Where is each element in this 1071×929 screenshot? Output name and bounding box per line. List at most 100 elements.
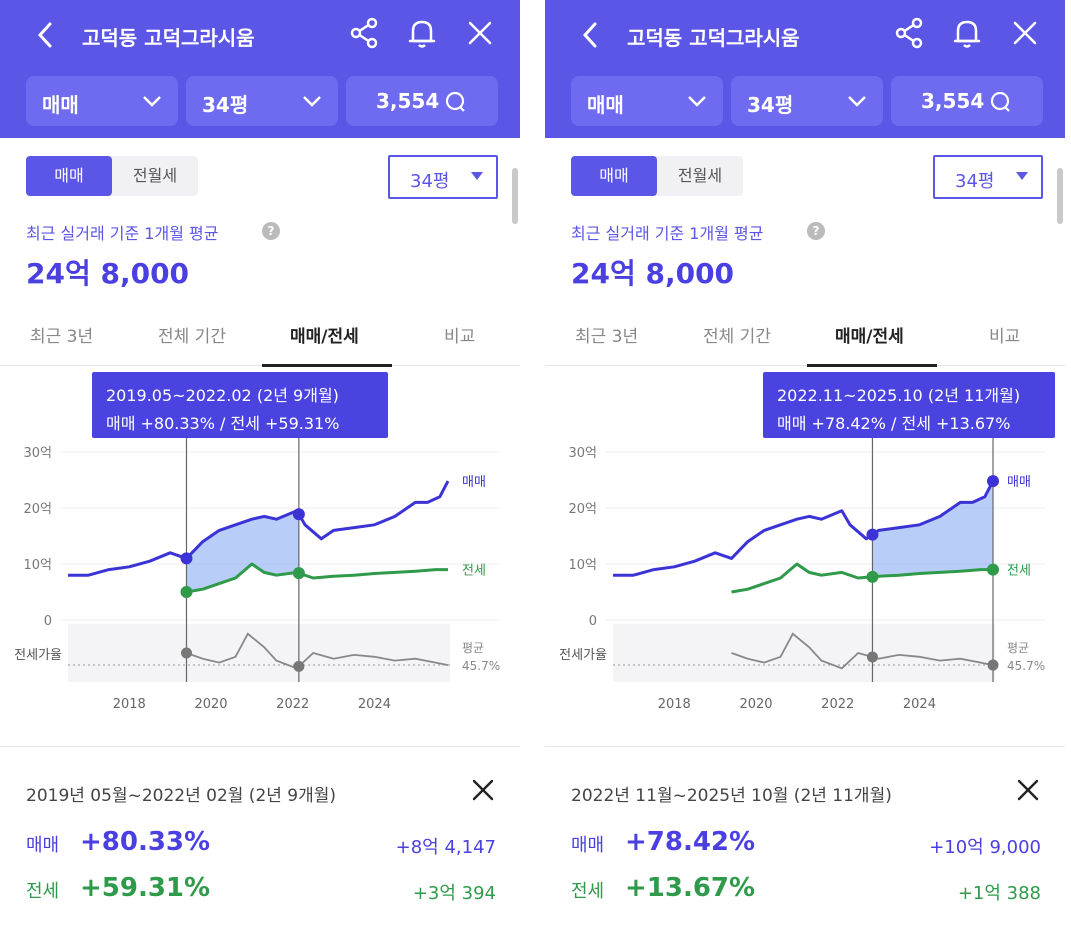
tab-recent-3y[interactable]: 최근 3년	[30, 327, 94, 347]
panel-left: 고덕동 고덕그라시움 매매 34평 3,554 매매 전월세 34평 최근 실거…	[0, 0, 520, 929]
back-icon[interactable]	[30, 18, 60, 52]
sale-change-pct: +78.42%	[625, 827, 756, 857]
chevron-down-icon	[848, 96, 866, 107]
summary-sheet: 2022년 11월~2025년 10월 (2년 11개월) 매매 +78.42%…	[545, 746, 1065, 929]
sale-change-pct: +80.33%	[80, 827, 211, 857]
y-tick-label: 30억	[23, 446, 52, 461]
tab-compare[interactable]: 비교	[444, 327, 476, 347]
header: 고덕동 고덕그라시움 매매 34평 3,554	[545, 0, 1065, 138]
sale-point	[180, 552, 193, 565]
chevron-down-icon	[688, 96, 706, 107]
toggle-rent[interactable]: 전월세	[132, 166, 178, 185]
comment-count-button[interactable]: 3,554	[346, 76, 498, 126]
sale-line	[68, 480, 450, 577]
y-tick-label: 20억	[23, 502, 52, 517]
share-icon[interactable]	[891, 15, 927, 51]
x-tick-label: 2022	[276, 697, 309, 712]
chevron-down-icon	[303, 96, 321, 107]
comment-count: 3,554	[376, 89, 440, 113]
tab-sale-jeonse[interactable]: 매매/전세	[290, 327, 359, 347]
y-tick-label: 20억	[568, 502, 597, 517]
area-dropdown[interactable]: 34평	[388, 155, 498, 199]
sale-series-label: 매매	[462, 475, 486, 490]
comment-icon	[990, 91, 1010, 112]
price-chart[interactable]: 30억 20억 10억 0 전세가율 평균 45.7% 2018 2020 2022 2024 매매 전…	[545, 366, 1065, 746]
help-icon[interactable]: ?	[807, 222, 825, 240]
caret-down-icon	[1016, 172, 1028, 180]
selection-area	[872, 481, 993, 577]
scrollbar[interactable]	[512, 168, 518, 224]
trade-toggle: 매매 전월세	[571, 156, 743, 196]
tab-compare[interactable]: 비교	[989, 327, 1021, 347]
jeonse-line	[186, 562, 448, 594]
area-label: 34평	[202, 93, 249, 117]
y-tick-label: 10억	[23, 558, 52, 573]
summary-sheet: 2019년 05월~2022년 02월 (2년 9개월) 매매 +80.33% …	[0, 746, 520, 929]
x-tick-label: 2022	[821, 697, 854, 712]
tooltip-change: 매매 +80.33% / 전세 +59.31%	[106, 414, 340, 433]
period-tabs: 최근 3년 전체 기간 매매/전세 비교	[0, 304, 520, 367]
tab-underline	[262, 364, 392, 367]
jeonse-change-pct: +13.67%	[625, 873, 756, 903]
bell-icon[interactable]	[949, 15, 985, 51]
ratio-avg-label: 평균	[1007, 641, 1029, 655]
tab-recent-3y[interactable]: 최근 3년	[575, 327, 639, 347]
area-select[interactable]: 34평	[186, 76, 338, 126]
price-chart[interactable]: 30억 20억 10억 0 전세가율 평균 45.7% 2018 2020 2022 2024 매매 전…	[0, 366, 520, 746]
comment-icon	[445, 91, 465, 112]
ratio-line	[186, 632, 449, 670]
help-icon[interactable]: ?	[262, 222, 280, 240]
ratio-label: 전세가율	[14, 648, 62, 663]
summary-range: 2022년 11월~2025년 10월 (2년 11개월)	[571, 786, 892, 806]
jeonse-point	[180, 586, 193, 598]
close-icon[interactable]	[1015, 777, 1041, 803]
chevron-down-icon	[143, 96, 161, 107]
scrollbar[interactable]	[1057, 168, 1063, 224]
toggle-rent[interactable]: 전월세	[677, 166, 723, 185]
bell-icon[interactable]	[404, 15, 440, 51]
ratio-point	[180, 647, 192, 659]
ratio-label: 전세가율	[559, 648, 607, 663]
trade-type-select[interactable]: 매매	[571, 76, 723, 126]
header: 고덕동 고덕그라시움 매매 34평 3,554	[0, 0, 520, 138]
tab-sale-jeonse[interactable]: 매매/전세	[835, 327, 904, 347]
toggle-sale[interactable]: 매매	[571, 156, 657, 196]
ratio-band	[68, 624, 450, 682]
y-tick-label: 10억	[568, 558, 597, 573]
jeonse-point	[987, 563, 999, 576]
summary-range: 2019년 05월~2022년 02월 (2년 9개월)	[26, 786, 337, 806]
jeonse-point	[292, 567, 305, 580]
close-icon[interactable]	[1007, 15, 1043, 51]
trade-type-select[interactable]: 매매	[26, 76, 178, 126]
x-tick-label: 2024	[358, 697, 391, 712]
x-tick-label: 2020	[194, 697, 227, 712]
area-select[interactable]: 34평	[731, 76, 883, 126]
price-basis-label: 최근 실거래 기준 1개월 평균	[26, 224, 219, 243]
toggle-sale[interactable]: 매매	[26, 156, 112, 196]
y-tick-label: 0	[44, 614, 52, 629]
ratio-point	[987, 659, 999, 671]
comment-count: 3,554	[921, 89, 985, 113]
ratio-point	[866, 651, 878, 663]
jeonse-label: 전세	[571, 881, 605, 902]
x-tick-label: 2018	[113, 697, 146, 712]
area-dropdown[interactable]: 34평	[933, 155, 1043, 199]
close-icon[interactable]	[470, 777, 496, 803]
comment-count-button[interactable]: 3,554	[891, 76, 1043, 126]
area-dropdown-label: 34평	[410, 171, 450, 192]
share-icon[interactable]	[346, 15, 382, 51]
jeonse-label: 전세	[26, 881, 60, 902]
back-icon[interactable]	[575, 18, 605, 52]
tab-all-period[interactable]: 전체 기간	[158, 327, 226, 347]
y-tick-label: 0	[589, 614, 597, 629]
x-tick-label: 2024	[903, 697, 936, 712]
sale-label: 매매	[26, 835, 60, 856]
tooltip-range: 2019.05~2022.02 (2년 9개월)	[106, 386, 339, 405]
trade-type-label: 매매	[42, 93, 79, 117]
tooltip-range: 2022.11~2025.10 (2년 11개월)	[777, 386, 1021, 405]
range-tooltip: 2019.05~2022.02 (2년 9개월) 매매 +80.33% / 전세…	[92, 372, 388, 438]
tab-all-period[interactable]: 전체 기간	[703, 327, 771, 347]
jeonse-change-amount: +1억 388	[957, 883, 1041, 904]
close-icon[interactable]	[462, 15, 498, 51]
ratio-avg-value: 45.7%	[1007, 659, 1045, 673]
